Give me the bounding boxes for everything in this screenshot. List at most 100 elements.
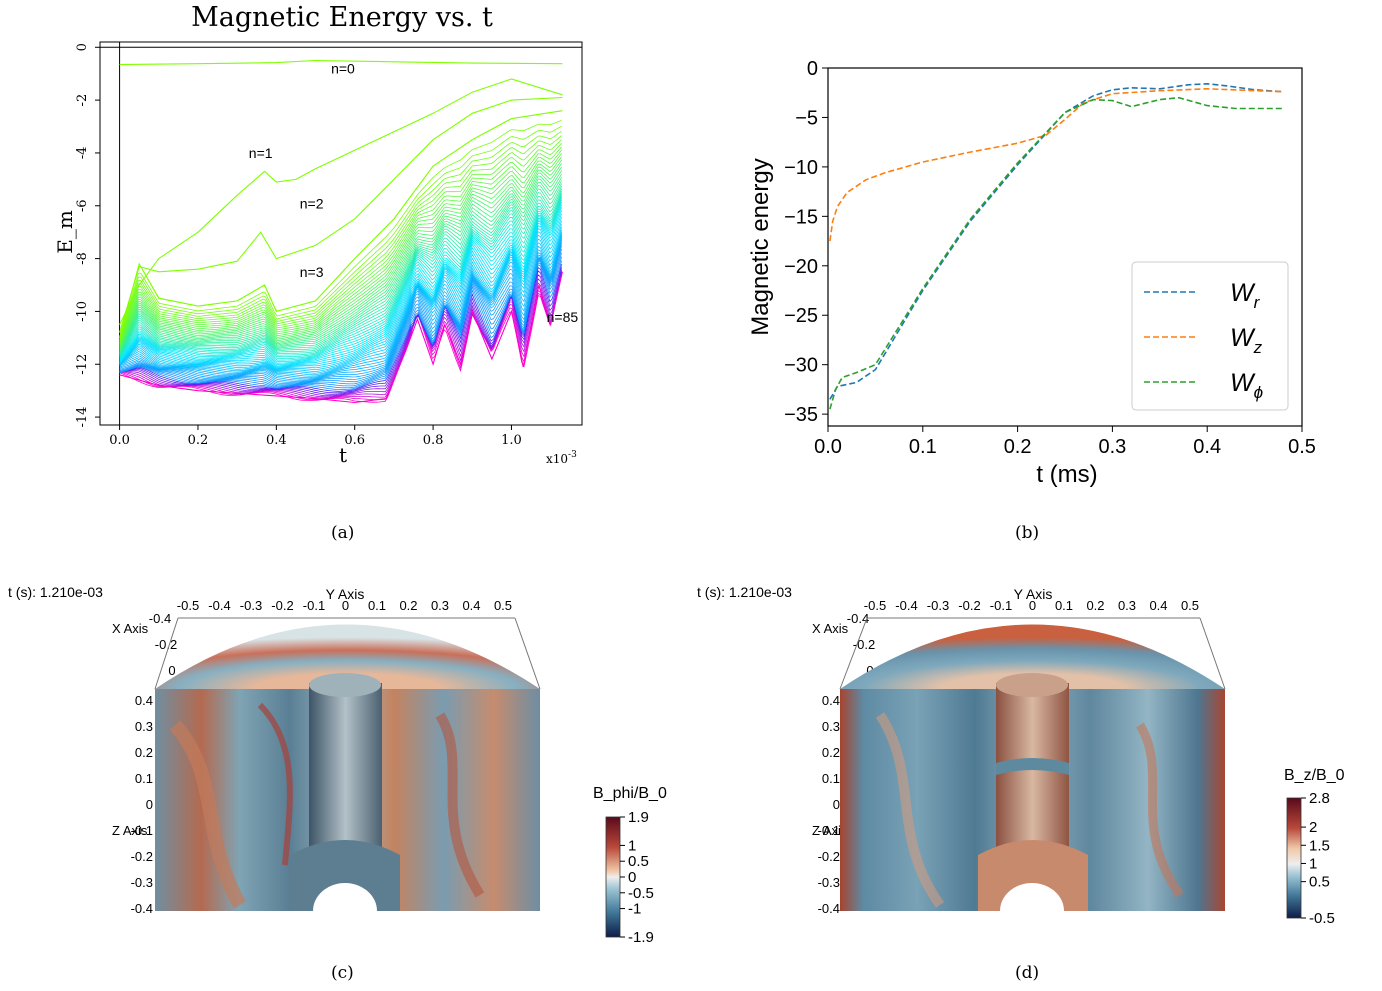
chart-a-ylabel: E_m bbox=[53, 210, 77, 254]
panel-c-z-tick: -0.4 bbox=[131, 901, 153, 916]
panel-c-x-ticks: -0.4 -0.2 0 bbox=[149, 611, 177, 678]
chart-a-ytick-label: -12 bbox=[75, 354, 90, 375]
chart-b-xlabel: t (ms) bbox=[1036, 461, 1097, 488]
panel-d-colorbar-label: 2.8 bbox=[1309, 790, 1330, 807]
caption-a: (a) bbox=[331, 523, 355, 543]
panel-d-z-tick: -0.1 bbox=[818, 823, 840, 838]
chart-a-mode-line bbox=[119, 240, 562, 383]
chart-a-mode-line bbox=[119, 166, 562, 352]
chart-a-mode-line bbox=[119, 201, 562, 361]
chart-a-ytick-label: -10 bbox=[75, 301, 90, 322]
chart-a-mode-line bbox=[119, 207, 562, 364]
panel-d-y-tick: 0.4 bbox=[1149, 598, 1167, 613]
chart-a-mode-line bbox=[119, 229, 562, 371]
chart-b-legend-label: Wϕ bbox=[1230, 369, 1263, 402]
chart-a-mode-line bbox=[119, 159, 562, 350]
chart-a-mode-line bbox=[119, 234, 562, 376]
chart-a-mode-line bbox=[119, 263, 562, 392]
chart-a-mode-line bbox=[119, 153, 562, 348]
panel-c-bottom-hole bbox=[313, 883, 377, 911]
chart-a-mode-line bbox=[119, 190, 562, 355]
chart-a-mode-line bbox=[119, 180, 562, 354]
panel-c-z-ticks: 0.4 0.3 0.2 0.1 0 -0.1 -0.2 -0.3 -0.4 bbox=[131, 693, 153, 916]
panel-d-colorbar-ticks: 2.8 21.51 0.5 -0.5 bbox=[1301, 790, 1335, 927]
chart-a-mode-line bbox=[119, 146, 562, 347]
panel-c-z-tick: -0.2 bbox=[131, 849, 153, 864]
chart-a-mode-line bbox=[119, 242, 562, 385]
chart-a-mode-line bbox=[119, 195, 562, 357]
chart-b-ytick-label: −20 bbox=[784, 256, 818, 278]
panel-d-colorbar-label: 2 bbox=[1309, 819, 1317, 836]
panel-c-x-tick: -0.4 bbox=[149, 611, 171, 626]
panel-c-y-tick: 0.2 bbox=[399, 598, 417, 613]
panel-d-z-tick: 0.4 bbox=[822, 693, 840, 708]
chart-b-ytick-label: −30 bbox=[784, 355, 818, 377]
panel-d-colorbar-label: -0.5 bbox=[1309, 910, 1335, 927]
chart-a-line-n1 bbox=[119, 78, 563, 325]
chart-a-mode-line bbox=[119, 188, 562, 355]
panel-c-z-tick: 0.4 bbox=[135, 693, 153, 708]
panel-d-z-tick: -0.4 bbox=[818, 901, 840, 916]
panel-d-z-tick: 0 bbox=[833, 797, 840, 812]
chart-a-mode-line bbox=[119, 194, 562, 356]
chart-b-legend-label: Wz bbox=[1230, 324, 1263, 357]
chart-a-xtick-label: 0.8 bbox=[423, 433, 444, 448]
panel-c-z-tick: 0 bbox=[146, 797, 153, 812]
chart-a-ytick-label: -14 bbox=[75, 407, 90, 428]
chart-b-ytick-label: −25 bbox=[784, 305, 818, 327]
panel-c-colorbar-label: 1 bbox=[628, 837, 636, 854]
panel-c-y-axis-title: Y Axis bbox=[326, 586, 365, 602]
chart-a-title: Magnetic Energy vs. t bbox=[191, 2, 493, 33]
chart-a-mode-line bbox=[119, 143, 562, 346]
chart-a-xtick-label: 0.0 bbox=[109, 433, 130, 448]
panel-d-y-tick: 0.5 bbox=[1181, 598, 1199, 613]
chart-a-mode-line bbox=[119, 119, 562, 341]
panel-d-x-ticks: -0.4-0.20 bbox=[847, 611, 875, 678]
chart-a-annotation: n=0 bbox=[331, 61, 355, 77]
panel-d-time-label: t (s): 1.210e-03 bbox=[697, 584, 792, 600]
panel-d-swirl-1 bbox=[875, 712, 945, 908]
caption-b: (b) bbox=[1015, 523, 1040, 543]
caption-c: (c) bbox=[331, 963, 354, 983]
chart-a-line-n3 bbox=[119, 110, 563, 338]
chart-b-energy-components: 0.0 0.1 0.2 0.3 0.4 0.5 0 −5 −10 −15 −20 −25 −30 −35 W… bbox=[747, 58, 1316, 488]
chart-a-mode-line bbox=[119, 213, 562, 367]
chart-a-ytick-label: -6 bbox=[75, 199, 90, 212]
chart-a-mode-line bbox=[119, 170, 562, 352]
panel-d-colorbar bbox=[1286, 797, 1302, 919]
panel-c-y-tick: -0.4 bbox=[208, 598, 230, 613]
chart-a-mode-line bbox=[119, 204, 562, 363]
panel-d-colorbar-title: B_z/B_0 bbox=[1284, 767, 1345, 784]
panel-c-bphi-render: t (s): 1.210e-03 Y Axis -0.5 -0.4 -0.3 -0.2… bbox=[8, 584, 667, 946]
chart-a-mode-line bbox=[119, 156, 562, 349]
chart-a-mode-line bbox=[119, 224, 562, 370]
chart-b-ytick-label: −10 bbox=[784, 157, 818, 179]
chart-a-line-n0 bbox=[119, 59, 563, 66]
chart-b-series-line bbox=[829, 96, 1283, 410]
chart-a-mode-line bbox=[119, 235, 562, 378]
panel-d-cylinder-top bbox=[996, 673, 1068, 697]
panel-c-z-tick: 0.1 bbox=[135, 771, 153, 786]
chart-b-xtick-label: 0.4 bbox=[1193, 436, 1221, 458]
panel-d-y-tick: -0.3 bbox=[927, 598, 949, 613]
panel-c-colorbar bbox=[605, 816, 621, 938]
panel-c-swirl-1 bbox=[169, 720, 247, 909]
chart-b-series-line bbox=[829, 87, 1284, 242]
chart-a-annotation: n=85 bbox=[547, 309, 579, 325]
panel-d-y-tick: -0.5 bbox=[864, 598, 886, 613]
chart-a-mode-line bbox=[119, 233, 562, 374]
chart-a-annotation: n=3 bbox=[300, 264, 324, 280]
panel-d-swirl-2 bbox=[1136, 722, 1184, 898]
panel-c-y-tick: -0.2 bbox=[271, 598, 293, 613]
chart-a-mode-line bbox=[119, 135, 562, 344]
panel-c-z-tick: 0.3 bbox=[135, 719, 153, 734]
panel-d-axes-outline bbox=[839, 617, 1226, 690]
panel-c-axes-outline bbox=[154, 617, 541, 690]
panel-c-z-axis-title: Z Axis bbox=[112, 823, 148, 838]
chart-a-mode-line bbox=[119, 163, 562, 351]
chart-a-mode-line bbox=[119, 238, 562, 382]
panel-c-time-label: t (s): 1.210e-03 bbox=[8, 584, 103, 600]
chart-a-xlabel: t bbox=[339, 443, 347, 467]
chart-a-mode-line bbox=[119, 245, 562, 386]
chart-a-xtick-label: 1.0 bbox=[501, 433, 522, 448]
